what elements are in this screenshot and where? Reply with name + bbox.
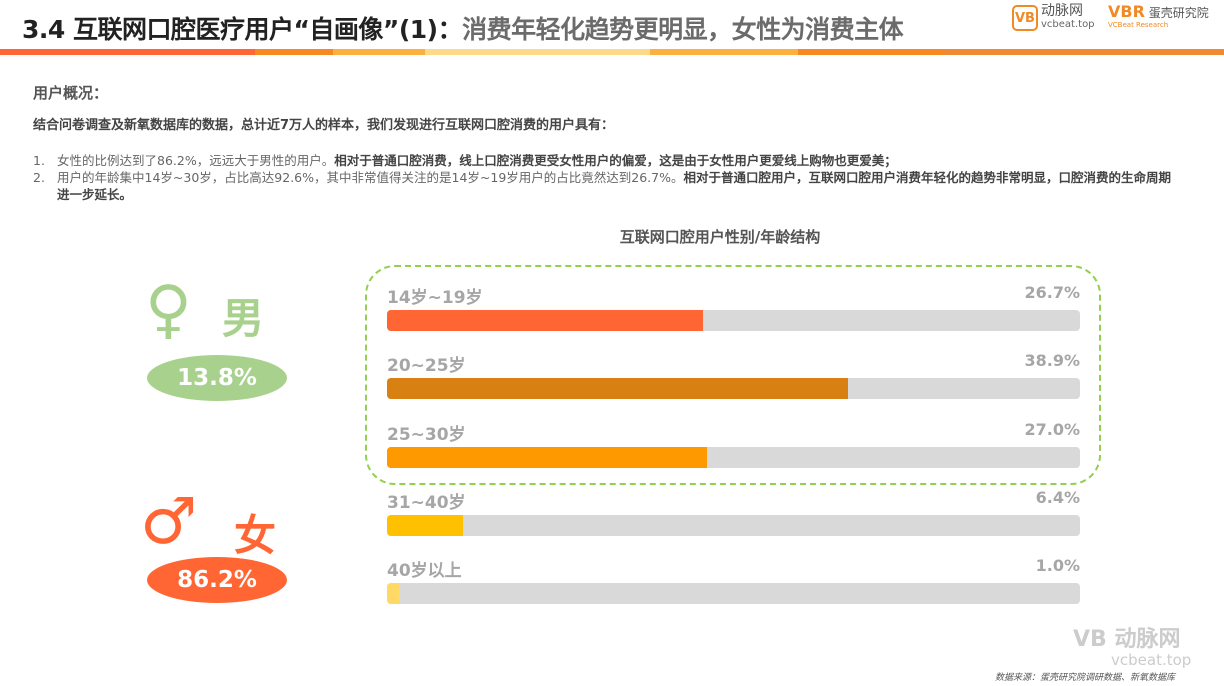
page-title: 3.4 互联网口腔医疗用户“自画像”(1)：消费年轻化趋势更明显，女性为消费主体 <box>22 15 904 44</box>
bar-label: 25~30岁 <box>387 425 466 445</box>
bar-value: 26.7% <box>1024 283 1080 302</box>
vbr-logo: VBR 蛋壳研究院 VCBeat Research <box>1108 2 1209 30</box>
bar-track <box>387 515 1080 536</box>
header-stripe <box>0 49 1224 55</box>
highlight-box <box>365 265 1101 485</box>
male-symbol-icon: ♂ <box>140 485 198 559</box>
stripe-segment <box>425 49 650 55</box>
stripe-segment <box>333 49 425 55</box>
vb-logo-icon: VB <box>1012 5 1038 31</box>
summary: 结合问卷调查及新氧数据库的数据，总计近7万人的样本，我们发现进行互联网口腔消费的… <box>33 118 615 133</box>
bar-track <box>387 583 1080 604</box>
watermark: VB 动脉网 vcbeat.top <box>1073 627 1192 670</box>
bar-value: 27.0% <box>1024 420 1080 439</box>
list-item: 2. 用户的年龄集中14岁~30岁，占比高达92.6%，其中非常值得关注的是14岁… <box>33 170 1172 202</box>
male-percent: 13.8% <box>147 355 287 401</box>
findings-list: 1. 女性的比例达到了86.2%，远远大于男性的用户。相对于普通口腔消费，线上口腔… <box>33 152 1183 203</box>
bar-label: 40岁以上 <box>387 561 462 581</box>
bar-fill <box>387 310 704 331</box>
bar-track <box>387 378 1080 399</box>
female-label: 女 <box>234 511 277 560</box>
list-item: 1. 女性的比例达到了86.2%，远远大于男性的用户。相对于普通口腔消费，线上口腔… <box>33 153 897 168</box>
bar-label: 14岁~19岁 <box>387 288 483 308</box>
female-percent: 86.2% <box>147 557 287 603</box>
bar-label: 31~40岁 <box>387 493 466 513</box>
bar-fill <box>387 378 848 399</box>
bar-track <box>387 310 1080 331</box>
stripe-segment <box>798 49 943 55</box>
bar-fill <box>387 583 399 604</box>
female-symbol-icon: ♀ <box>145 273 192 347</box>
bar-value: 6.4% <box>1035 488 1080 507</box>
stripe-segment <box>650 49 798 55</box>
bar-label: 20~25岁 <box>387 356 466 376</box>
bar-fill <box>387 447 707 468</box>
male-label: 男 <box>222 294 265 343</box>
section-heading: 用户概况： <box>33 84 109 102</box>
bar-value: 1.0% <box>1035 556 1080 575</box>
stripe-segment <box>943 49 1224 55</box>
data-source: 数据来源：蛋壳研究院调研数据、新氧数据库 <box>995 673 1176 683</box>
bar-fill <box>387 515 463 536</box>
vcbeat-logo: VB 动脉网 vcbeat.top <box>1012 4 1095 31</box>
bar-track <box>387 447 1080 468</box>
chart-title: 互联网口腔用户性别/年龄结构 <box>619 228 821 246</box>
bar-value: 38.9% <box>1024 351 1080 370</box>
stripe-segment <box>255 49 333 55</box>
stripe-segment <box>0 49 255 55</box>
